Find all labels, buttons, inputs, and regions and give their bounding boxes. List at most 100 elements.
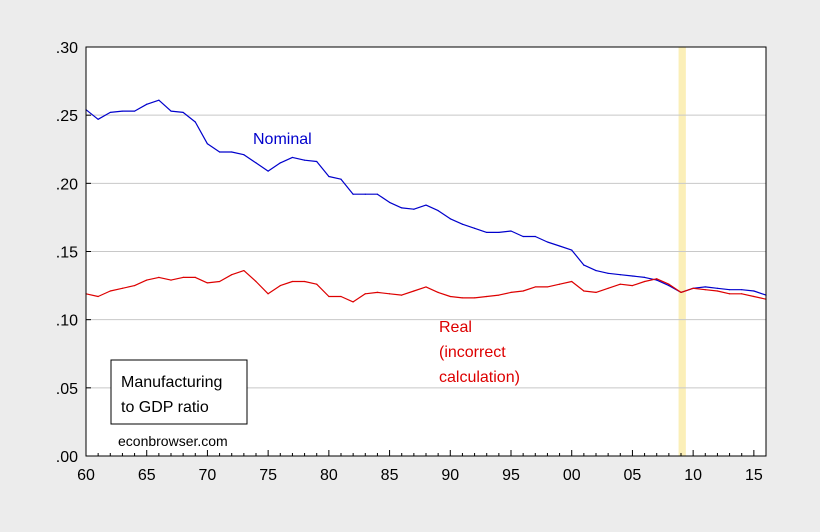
data-point-nominal [328,175,330,178]
data-point-real [461,297,464,299]
data-point-real [437,291,439,293]
data-point-nominal [291,156,294,159]
data-point-real [546,286,549,288]
data-point-real [498,294,500,296]
data-point-real [728,293,731,295]
data-point-real [109,290,111,292]
data-point-real [571,280,573,283]
data-point-real [619,283,621,285]
x-tick-label: 15 [745,467,763,484]
data-point-real [401,294,403,296]
data-point-nominal [741,289,743,291]
data-point-nominal [631,275,634,277]
x-tick-label: 95 [502,467,520,484]
data-point-real [170,279,172,281]
data-point-real [388,293,391,295]
data-point-real [680,291,682,293]
data-point-nominal [182,111,184,114]
data-point-real [364,293,366,295]
data-point-real [643,280,646,283]
data-point-nominal [97,118,99,120]
data-point-nominal [121,110,124,112]
data-point-real [243,269,245,272]
data-point-nominal [316,160,318,163]
data-point-real [486,295,488,298]
y-tick-label: .15 [56,245,78,262]
data-point-nominal [425,204,427,206]
data-point-real [352,301,354,303]
data-point-nominal [388,201,391,204]
y-tick-label: .30 [56,40,78,57]
data-point-nominal [486,231,488,234]
y-tick-label: .20 [56,176,78,193]
y-tick-label: .25 [56,108,78,125]
data-point-nominal [194,121,196,123]
data-point-nominal [643,276,646,279]
y-tick-label: .00 [56,449,78,466]
data-point-real [704,289,706,291]
data-point-real [182,276,184,279]
data-point-nominal [473,227,476,229]
data-point-real [231,274,233,276]
x-tick-label: 65 [138,467,156,484]
data-point-real [218,280,221,283]
data-point-nominal [595,269,597,272]
data-point-nominal [413,208,415,210]
data-point-real [753,295,755,298]
data-point-real [449,295,451,298]
data-point-real [255,280,257,283]
data-point-nominal [656,279,658,281]
data-point-nominal [583,264,585,266]
data-point-real [158,276,160,279]
data-point-real [279,284,281,287]
data-point-nominal [619,274,621,276]
data-point-real [121,287,124,289]
data-point-nominal [303,159,306,161]
y-tick-label: .05 [56,381,78,398]
data-point-nominal [255,162,257,164]
data-point-real [607,287,609,289]
data-point-real [692,287,694,289]
data-point-nominal [279,162,281,164]
data-point-nominal [728,289,731,291]
data-point-real [595,291,597,293]
data-point-nominal [170,110,172,112]
data-point-nominal [546,241,549,243]
data-point-nominal [704,286,706,288]
data-point-real [316,283,318,285]
data-point-nominal [522,235,524,238]
data-point-real [510,291,512,293]
data-point-real [413,290,415,292]
data-point-real [534,286,536,288]
data-point-nominal [352,193,354,195]
data-point-real [133,284,136,287]
x-tick-label: 05 [624,467,642,484]
data-point-real [376,291,379,293]
data-point-real [522,290,524,292]
data-point-real [473,297,476,299]
chart-title: Manufacturing to GDP ratio [121,374,227,416]
data-point-nominal [668,284,670,287]
data-point-nominal [437,210,439,212]
data-point-real [583,290,585,292]
data-point-real [267,293,269,295]
series-label-real: Real (incorrect calculation) [439,319,520,386]
data-point-nominal [158,99,160,101]
data-point-nominal [534,235,536,238]
data-point-nominal [607,272,609,274]
data-point-nominal [243,154,245,156]
y-tick-label: .10 [56,313,78,330]
data-point-real [558,283,561,285]
data-point-nominal [267,170,269,172]
data-point-nominal [558,245,561,247]
data-point-real [340,295,342,298]
data-point-nominal [716,287,719,289]
data-point-real [97,295,99,298]
data-point-real [206,282,209,284]
data-point-real [146,279,148,281]
data-point-nominal [340,178,342,180]
series-label-nominal: Nominal [253,131,312,148]
x-tick-label: 80 [320,467,338,484]
data-point-real [716,290,719,292]
